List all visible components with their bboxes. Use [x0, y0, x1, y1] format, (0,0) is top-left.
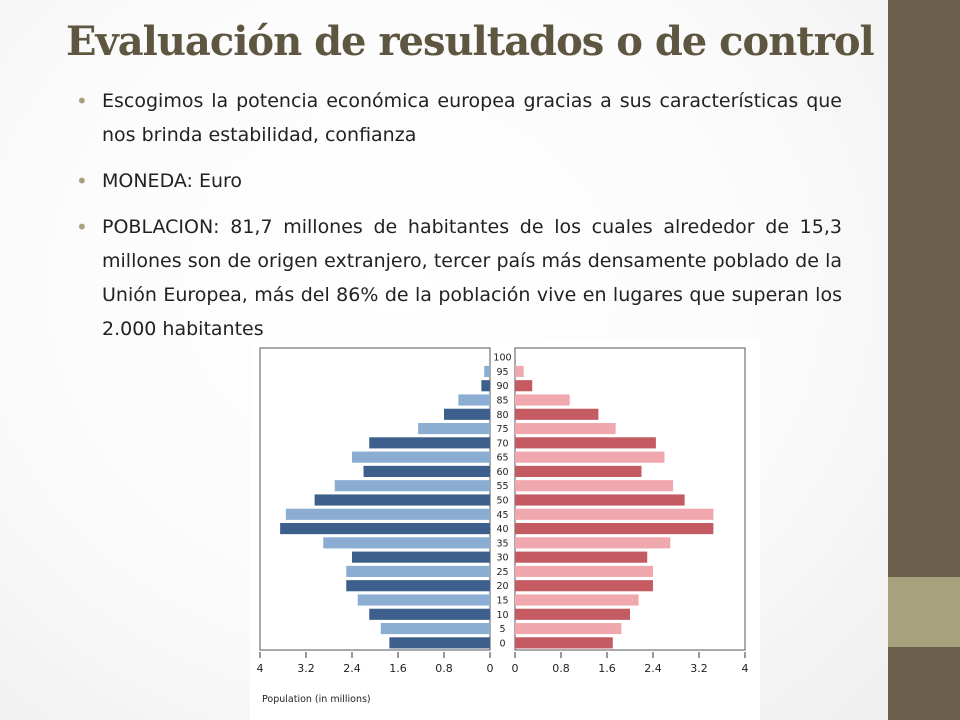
left-bar-age-60 — [363, 465, 490, 477]
age-label-5: 5 — [499, 624, 505, 635]
right-bar-age-60 — [515, 465, 642, 477]
bullet-text: MONEDA: Euro — [102, 170, 243, 192]
left-tick-label: 0 — [487, 662, 494, 675]
age-label-75: 75 — [496, 424, 508, 435]
age-label-90: 90 — [496, 381, 508, 392]
age-label-70: 70 — [496, 438, 508, 449]
right-bar-age-40 — [515, 523, 714, 535]
side-accent-bar-top — [888, 0, 960, 577]
left-bar-age-40 — [280, 523, 490, 535]
right-bar-age-95 — [515, 365, 524, 377]
age-label-80: 80 — [496, 410, 508, 421]
left-tick-label: 4 — [257, 662, 264, 675]
population-pyramid-svg: 0510152025303540455055606570758085909510… — [257, 347, 749, 705]
age-label-15: 15 — [496, 596, 508, 607]
age-label-25: 25 — [496, 567, 508, 578]
right-tick-label: 3.2 — [690, 662, 708, 675]
age-label-85: 85 — [496, 396, 508, 407]
right-bar-age-80 — [515, 408, 599, 420]
left-tick-label: 2.4 — [343, 662, 361, 675]
bullet-item: • POBLACION: 81,7 millones de habitantes … — [76, 210, 842, 346]
right-bar-age-30 — [515, 551, 648, 563]
bullet-item: • Escogimos la potencia económica europea… — [76, 84, 842, 152]
bullet-icon: • — [76, 169, 88, 193]
right-bar-age-75 — [515, 423, 616, 435]
side-accent-bar-bottom — [888, 647, 960, 720]
left-bar-age-80 — [444, 408, 490, 420]
bullet-icon: • — [76, 89, 88, 113]
bullet-text: Escogimos la potencia económica europea … — [102, 90, 842, 146]
left-bar-age-20 — [346, 580, 490, 592]
bullet-text: POBLACION: 81,7 millones de habitantes d… — [102, 216, 842, 340]
slide-title: Evaluación de resultados o de control — [66, 18, 875, 65]
right-bar-age-90 — [515, 380, 533, 392]
right-bar-age-85 — [515, 394, 570, 406]
left-bar-age-95 — [484, 365, 490, 377]
left-bar-age-55 — [334, 480, 490, 492]
right-bar-age-0 — [515, 637, 613, 649]
age-label-50: 50 — [496, 496, 508, 507]
left-bar-age-25 — [346, 565, 490, 577]
left-bar-age-75 — [418, 423, 490, 435]
right-bar-age-50 — [515, 494, 685, 506]
right-bar-age-20 — [515, 580, 653, 592]
age-label-95: 95 — [496, 367, 508, 378]
right-bar-age-35 — [515, 537, 671, 549]
right-bar-age-65 — [515, 451, 665, 463]
left-tick-label: 3.2 — [297, 662, 315, 675]
age-label-40: 40 — [496, 524, 508, 535]
right-bar-age-15 — [515, 594, 639, 606]
left-bar-age-15 — [357, 594, 490, 606]
left-bar-age-65 — [352, 451, 490, 463]
left-bar-age-45 — [285, 508, 490, 520]
left-bar-age-50 — [314, 494, 490, 506]
bullet-list: • Escogimos la potencia económica europea… — [76, 84, 842, 358]
left-bar-age-35 — [323, 537, 490, 549]
left-bar-age-30 — [352, 551, 490, 563]
left-bar-age-85 — [458, 394, 490, 406]
x-axis-label: Population (in millions) — [262, 694, 371, 705]
right-bar-age-25 — [515, 565, 653, 577]
right-bar-age-45 — [515, 508, 714, 520]
bullet-item: • MONEDA: Euro — [76, 164, 842, 198]
right-bar-age-10 — [515, 608, 630, 620]
age-label-45: 45 — [496, 510, 508, 521]
left-bar-age-0 — [389, 637, 490, 649]
right-tick-label: 0 — [512, 662, 519, 675]
right-bar-age-5 — [515, 623, 622, 635]
bullet-icon: • — [76, 215, 88, 239]
left-bar-age-70 — [369, 437, 490, 449]
age-label-60: 60 — [496, 467, 508, 478]
age-label-20: 20 — [496, 581, 508, 592]
age-label-0: 0 — [499, 638, 505, 649]
left-bar-age-10 — [369, 608, 490, 620]
right-bar-age-70 — [515, 437, 656, 449]
left-tick-label: 1.6 — [389, 662, 407, 675]
age-label-30: 30 — [496, 553, 508, 564]
left-tick-label: 0.8 — [435, 662, 453, 675]
age-label-10: 10 — [496, 610, 508, 621]
left-bar-age-90 — [481, 380, 490, 392]
right-bar-age-55 — [515, 480, 674, 492]
right-tick-label: 2.4 — [644, 662, 662, 675]
right-tick-label: 4 — [742, 662, 749, 675]
side-accent-bar-middle — [888, 577, 960, 647]
age-label-55: 55 — [496, 481, 508, 492]
population-pyramid-chart: 0 5 10 15 20 25 30 35 40 45 50 55 60 65 70 75 80 85 90 95 10… — [250, 340, 760, 720]
right-tick-label: 0.8 — [552, 662, 570, 675]
age-label-65: 65 — [496, 453, 508, 464]
right-tick-label: 1.6 — [598, 662, 616, 675]
age-label-35: 35 — [496, 538, 508, 549]
age-label-100: 100 — [493, 353, 511, 364]
left-bar-age-5 — [380, 623, 490, 635]
